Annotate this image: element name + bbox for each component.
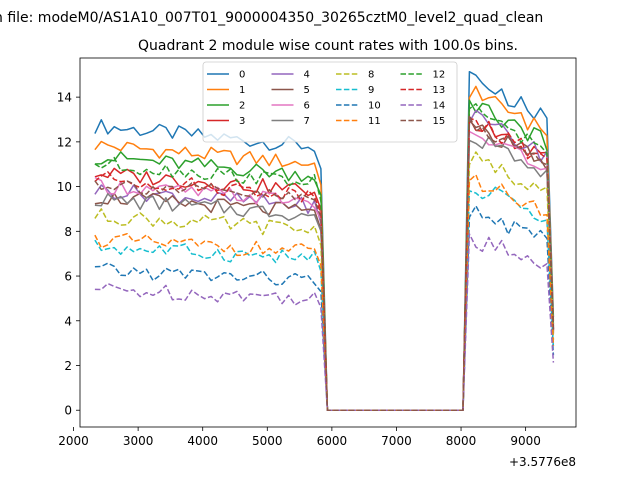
legend-label-1: 1 bbox=[239, 85, 245, 96]
legend-label-7: 7 bbox=[304, 116, 310, 127]
y-tick-label: 4 bbox=[64, 314, 72, 328]
series-line-12 bbox=[94, 103, 555, 411]
series-line-13 bbox=[94, 117, 555, 411]
legend-label-3: 3 bbox=[239, 116, 245, 127]
x-tick-label: 6000 bbox=[317, 434, 348, 448]
y-tick-label: 2 bbox=[64, 359, 72, 373]
axes-frame bbox=[79, 57, 577, 428]
x-tick-label: 5000 bbox=[252, 434, 283, 448]
series-line-11 bbox=[94, 174, 555, 411]
legend-label-6: 6 bbox=[304, 101, 310, 112]
x-axis-offset-label: +3.5776e8 bbox=[509, 455, 576, 469]
y-tick-label: 14 bbox=[57, 91, 72, 105]
legend-label-11: 11 bbox=[368, 116, 381, 127]
y-tick-label: 8 bbox=[64, 225, 72, 239]
legend-label-12: 12 bbox=[433, 70, 446, 81]
axes: 2000 3000 4000 5000 6000 7000 8000 900002468101… bbox=[57, 57, 577, 448]
legend-label-5: 5 bbox=[304, 85, 310, 96]
legend-label-13: 13 bbox=[433, 85, 446, 96]
x-tick-label: 8000 bbox=[446, 434, 477, 448]
legend-label-0: 0 bbox=[239, 70, 245, 81]
chart-title: Quadrant 2 module wise count rates with … bbox=[138, 38, 518, 54]
x-tick-label: 3000 bbox=[123, 434, 154, 448]
legend-label-4: 4 bbox=[304, 70, 310, 81]
legend-label-8: 8 bbox=[368, 70, 374, 81]
legend-label-14: 14 bbox=[433, 101, 446, 112]
legend-label-2: 2 bbox=[239, 101, 245, 112]
x-tick-label: 9000 bbox=[510, 434, 541, 448]
y-tick-label: 6 bbox=[64, 270, 72, 284]
legend-label-10: 10 bbox=[368, 101, 381, 112]
x-tick-label: 2000 bbox=[58, 434, 89, 448]
x-tick-label: 7000 bbox=[381, 434, 412, 448]
y-tick-label: 12 bbox=[57, 135, 72, 149]
series-line-15 bbox=[94, 114, 555, 411]
series-line-14 bbox=[94, 233, 555, 411]
series-line-9 bbox=[94, 186, 555, 411]
y-tick-label: 10 bbox=[57, 180, 72, 194]
legend-box bbox=[202, 61, 458, 143]
y-tick-label: 0 bbox=[64, 404, 72, 418]
x-tick-label: 4000 bbox=[187, 434, 218, 448]
plot-area bbox=[94, 70, 555, 411]
series-line-8 bbox=[94, 151, 555, 411]
legend-label-15: 15 bbox=[433, 116, 446, 127]
legend-label-9: 9 bbox=[368, 85, 374, 96]
figure-suptitle: n file: modeM0/AS1A10_007T01_9000004350_… bbox=[0, 10, 543, 26]
